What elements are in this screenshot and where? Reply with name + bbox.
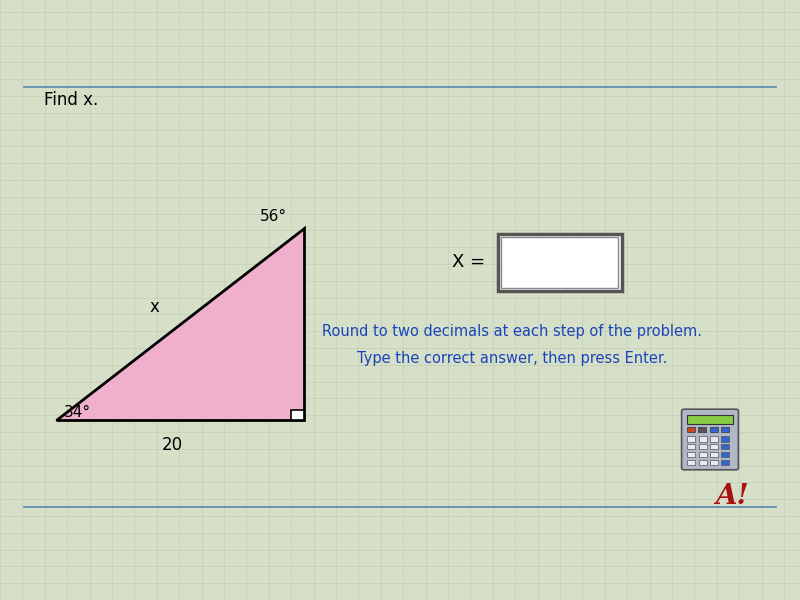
Bar (698, 444, 706, 449)
Bar (698, 460, 706, 465)
Bar (687, 452, 695, 457)
Bar (710, 460, 718, 465)
Bar (687, 444, 695, 449)
Text: x: x (150, 298, 159, 316)
Bar (722, 460, 730, 465)
Bar (721, 427, 729, 431)
FancyBboxPatch shape (498, 234, 622, 291)
Text: X =: X = (452, 253, 485, 271)
Text: 20: 20 (162, 436, 182, 454)
Bar (698, 427, 706, 431)
Bar (687, 415, 733, 424)
Polygon shape (56, 228, 304, 420)
FancyBboxPatch shape (501, 237, 618, 288)
Bar (687, 460, 695, 465)
Text: Round to two decimals at each step of the problem.: Round to two decimals at each step of th… (322, 324, 702, 339)
Bar (722, 452, 730, 457)
Bar (698, 436, 706, 442)
Bar (710, 452, 718, 457)
Bar (687, 427, 695, 431)
Text: A!: A! (715, 483, 749, 510)
Bar (291, 410, 304, 420)
Bar (698, 452, 706, 457)
Bar (710, 444, 718, 449)
Text: 34°: 34° (64, 405, 91, 420)
Text: 56°: 56° (260, 209, 287, 224)
Bar (687, 436, 695, 442)
Bar (710, 427, 718, 431)
Text: Find x.: Find x. (44, 91, 98, 109)
Bar (722, 444, 730, 449)
Bar (710, 436, 718, 442)
FancyBboxPatch shape (682, 409, 738, 470)
Text: Type the correct answer, then press Enter.: Type the correct answer, then press Ente… (357, 351, 667, 366)
Bar (722, 436, 730, 442)
